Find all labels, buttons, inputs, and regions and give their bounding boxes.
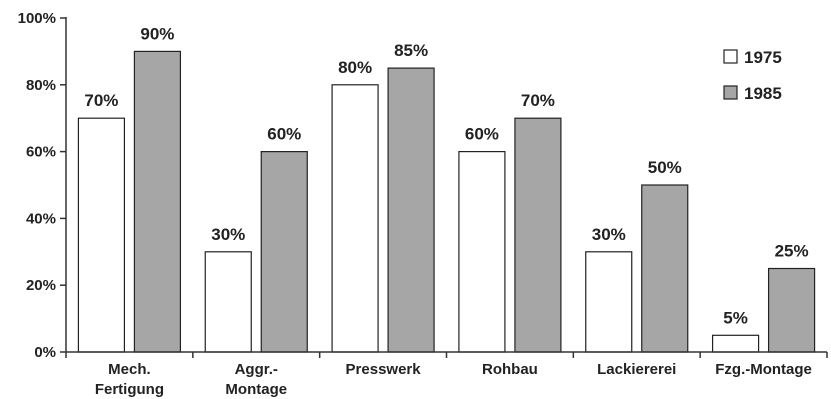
bars: 70% 90% 30% 60% 80% 85% 60% 70% 30% 50% 5% 25%	[77, 24, 816, 353]
data-label-1985-0: 90%	[140, 24, 174, 43]
bar-1975-1	[204, 251, 252, 353]
legend-label-1975: 1975	[744, 48, 782, 67]
data-label-1975-0: 70%	[84, 91, 118, 110]
bar-1985-2	[387, 67, 435, 353]
data-label-1985-5: 25%	[775, 242, 809, 261]
category-label-4: Lackiererei	[597, 361, 676, 378]
data-label-1975-1: 30%	[211, 225, 245, 244]
category-label-line: Montage	[225, 381, 287, 398]
y-tick-label: 40%	[26, 210, 56, 227]
legend-swatch-1975	[723, 49, 738, 64]
bar-1975-0	[77, 117, 126, 353]
data-label-1975-4: 30%	[592, 225, 626, 244]
data-label-1985-2: 85%	[394, 41, 428, 60]
category-label-1: Aggr.- Montage	[225, 361, 287, 398]
bar-1975-5	[711, 334, 760, 353]
category-label-2: Presswerk	[346, 361, 422, 378]
y-tick-label: 100%	[18, 10, 56, 27]
y-tick-label: 80%	[26, 77, 56, 94]
data-label-1985-3: 70%	[521, 91, 555, 110]
bar-1985-1	[260, 151, 308, 353]
bar-1975-2	[331, 84, 379, 353]
y-axis: 0% 20% 40% 60% 80% 100%	[18, 10, 67, 361]
bar-1975-4	[585, 251, 633, 353]
category-label-line: Fzg.-Montage	[715, 361, 812, 378]
data-label-1975-2: 80%	[338, 58, 372, 77]
data-label-1975-5: 5%	[723, 308, 748, 327]
legend-label-1985: 1985	[744, 84, 782, 103]
category-label-0: Mech. Fertigung	[95, 361, 164, 398]
category-label-line: Mech.	[108, 361, 151, 378]
x-axis: Mech. Fertigung Aggr.- Montage Presswerk Rohb…	[65, 351, 828, 398]
category-label-line: Fertigung	[95, 381, 164, 398]
category-label-line: Rohbau	[482, 361, 538, 378]
bar-1985-4	[641, 184, 689, 353]
bar-1985-0	[133, 50, 182, 353]
category-label-3: Rohbau	[482, 361, 538, 378]
category-label-line: Presswerk	[346, 361, 422, 378]
data-label-1985-4: 50%	[648, 158, 682, 177]
y-tick-label: 60%	[26, 144, 56, 161]
data-label-1975-3: 60%	[465, 125, 499, 144]
category-label-5: Fzg.-Montage	[715, 361, 812, 378]
category-label-line: Aggr.-	[235, 361, 278, 378]
data-label-1985-1: 60%	[267, 125, 301, 144]
legend-swatch-1985	[723, 85, 738, 100]
bar-1975-3	[458, 151, 506, 353]
legend: 1975 1985	[723, 48, 782, 103]
y-tick-label: 20%	[26, 277, 56, 294]
category-label-line: Lackiererei	[597, 361, 676, 378]
bar-1985-3	[514, 117, 562, 353]
bar-1985-5	[767, 267, 816, 353]
y-tick-label: 0%	[34, 344, 56, 361]
